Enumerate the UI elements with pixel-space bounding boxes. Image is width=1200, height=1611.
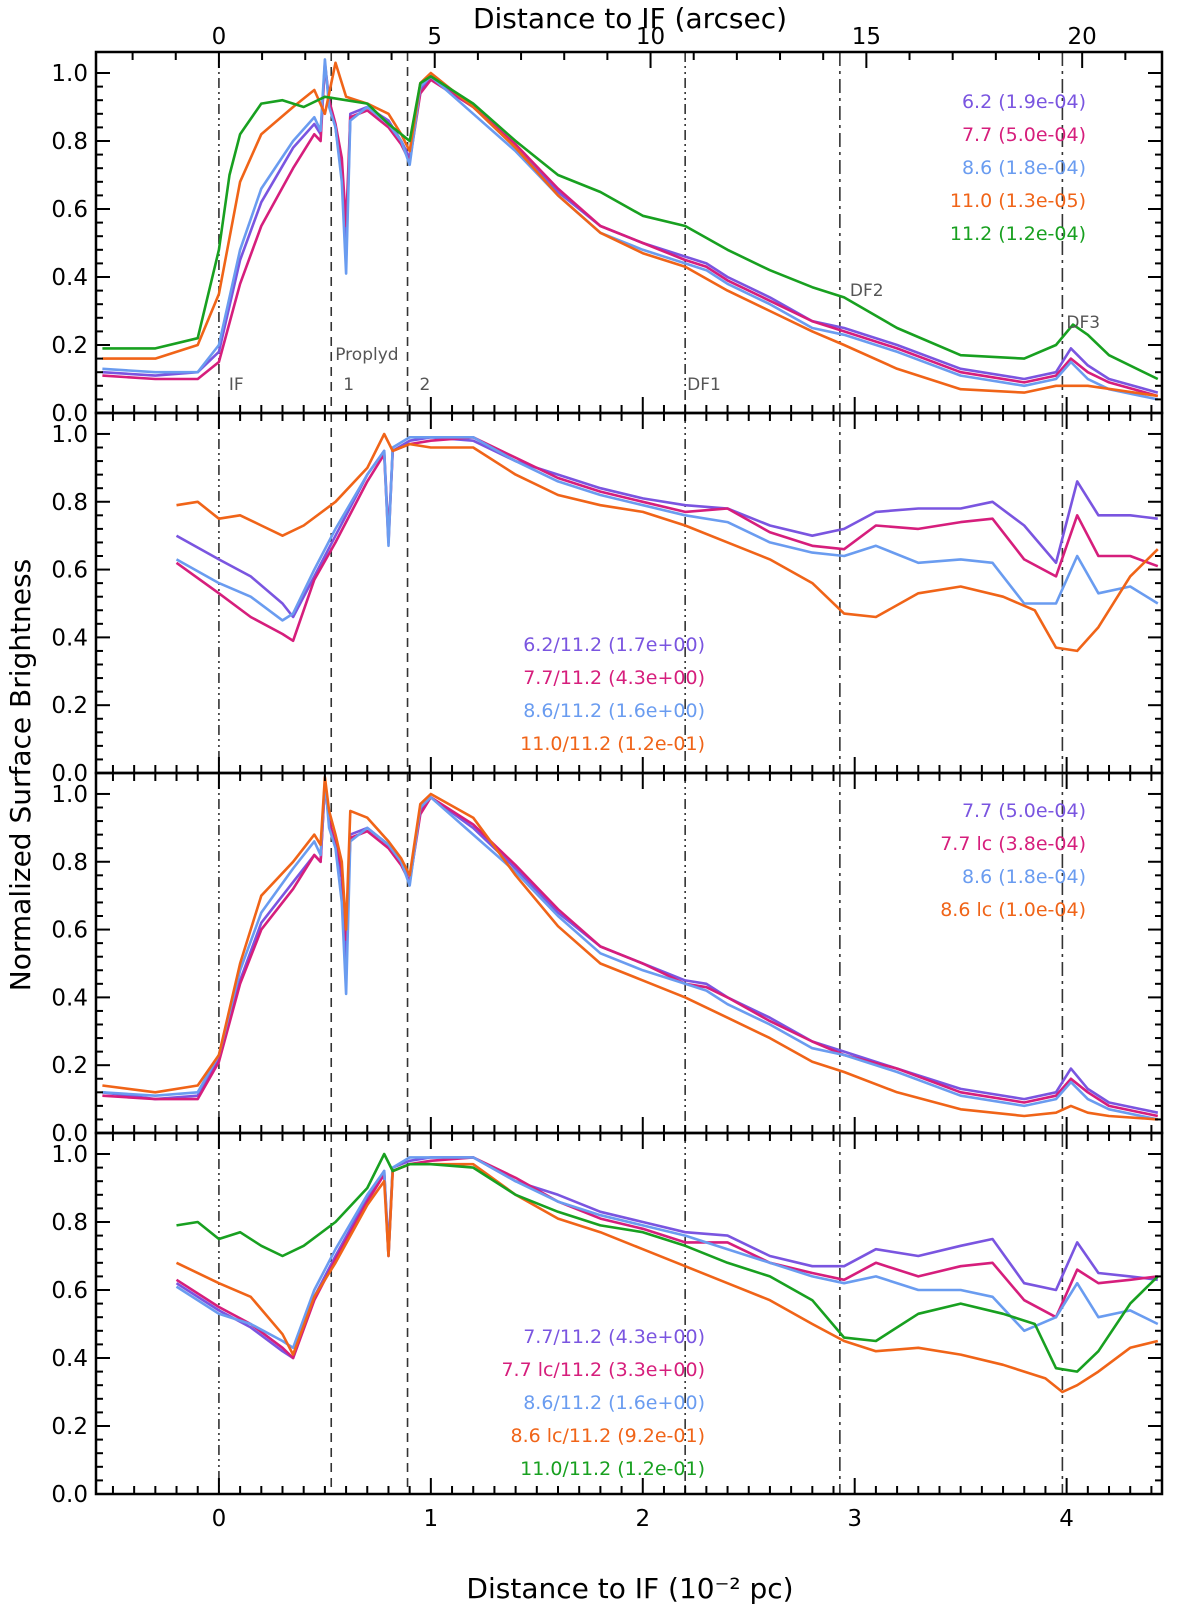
marker-label-2: 2 <box>420 375 431 395</box>
y-tick-label: 0.0 <box>51 1121 88 1147</box>
bottom-tick-label: 3 <box>847 1506 862 1532</box>
series-group <box>175 432 1159 653</box>
series-line-8-6 <box>102 58 1159 401</box>
bottom-tick-label: 2 <box>635 1506 650 1532</box>
legend-entry-8-6-lc: 8.6 lc (1.0e-04) <box>940 899 1086 921</box>
y-tick-label: 0.4 <box>51 1346 88 1372</box>
legend-entry-8-6: 8.6 (1.8e-04) <box>962 157 1086 179</box>
legend-entry-11-0-11-2: 11.0/11.2 (1.2e-01) <box>520 1458 705 1480</box>
marker-label-if: IF <box>229 375 244 395</box>
y-tick-label: 0.2 <box>51 1414 88 1440</box>
y-tick-label: 0.8 <box>51 850 88 876</box>
top-tick-label: 0 <box>212 24 227 50</box>
legend-entry-8-6-11-2: 8.6/11.2 (1.6e+00) <box>523 700 705 722</box>
series-line-7-7-11-2 <box>175 435 1159 643</box>
top-tick-label: 5 <box>427 24 442 50</box>
top-tick-label: 10 <box>636 24 665 50</box>
marker-label-df1: DF1 <box>687 375 721 395</box>
legend-entry-11-0-11-2: 11.0/11.2 (1.2e-01) <box>520 733 705 755</box>
y-tick-label: 0.4 <box>51 985 88 1011</box>
y-tick-label: 0.4 <box>51 265 88 291</box>
series-line-11-0 <box>102 61 1158 398</box>
y-tick-label: 0.6 <box>51 558 88 584</box>
legend-entry-7-7-lc-11-2: 7.7 lc/11.2 (3.3e+00) <box>501 1359 705 1381</box>
legend-entry-6-2: 6.2 (1.9e-04) <box>962 91 1086 113</box>
series-group <box>175 1152 1159 1394</box>
panel-frame <box>94 1131 1164 1496</box>
legend-entry-11-0: 11.0 (1.3e-05) <box>950 190 1086 212</box>
top-tick-label: 20 <box>1068 24 1097 50</box>
y-tick-label: 1.0 <box>51 1142 88 1168</box>
series-line-7-7-lc <box>102 782 1159 1118</box>
y-tick-label: 0.6 <box>51 1278 88 1304</box>
panel-1: 0.0 0.2 0.4 0.6 0.8 1.0 0 5 10 15 20 IF 1 Proplyd 2 DF1… <box>51 24 1164 427</box>
series-line-11-0-11-2 <box>176 432 1159 653</box>
series-line-8-6-11-2 <box>175 435 1159 622</box>
bottom-tick-label: 1 <box>424 1506 439 1532</box>
marker-label-1: 1 <box>343 375 354 395</box>
series-group <box>102 58 1159 401</box>
series-line-7-7 <box>102 61 1159 398</box>
bottom-axis-title: Distance to IF (10⁻² pc) <box>466 1572 793 1605</box>
y-tick-label: 0.4 <box>51 625 88 651</box>
y-tick-label: 0.2 <box>51 693 88 719</box>
legend-entry-7-7: 7.7 (5.0e-04) <box>962 124 1086 146</box>
series-line-6-2-11-2 <box>175 435 1158 619</box>
legend-entry-7-7-11-2: 7.7/11.2 (4.3e+00) <box>523 667 705 689</box>
y-tick-label: 0.6 <box>51 197 88 223</box>
series-line-8-6 <box>102 779 1159 1121</box>
bottom-tick-label: 4 <box>1059 1506 1074 1532</box>
legend-entry-6-2-11-2: 6.2/11.2 (1.7e+00) <box>523 634 705 656</box>
legend-entry-8-6: 8.6 (1.8e-04) <box>962 866 1086 888</box>
y-tick-label: 0.0 <box>51 1482 88 1508</box>
series-line-8-6-11-2 <box>175 1156 1159 1350</box>
y-tick-label: 0.2 <box>51 1053 88 1079</box>
marker-label-proplyd: Proplyd <box>335 345 398 365</box>
y-tick-label: 0.2 <box>51 333 88 359</box>
y-tick-label: 0.6 <box>51 918 88 944</box>
legend-entry-8-6-11-2: 8.6/11.2 (1.6e+00) <box>523 1392 705 1414</box>
series-line-11-0-11-2 <box>176 1152 1159 1373</box>
series-line-8-6-lc <box>102 775 1158 1121</box>
bottom-tick-label: 0 <box>212 1506 227 1532</box>
legend-entry-8-6-lc-11-2: 8.6 lc/11.2 (9.2e-01) <box>511 1425 706 1447</box>
y-tick-label: 0.8 <box>51 129 88 155</box>
panel-2: 0.0 0.2 0.4 0.6 0.8 1.0 6.2/11.2 (1.7e+00) 7.7/… <box>51 411 1164 787</box>
legend-entry-7-7: 7.7 (5.0e-04) <box>962 800 1086 822</box>
marker-label-df2: DF2 <box>850 281 884 301</box>
y-tick-label: 0.0 <box>51 401 88 427</box>
legend-entry-7-7-lc: 7.7 lc (3.8e-04) <box>940 833 1086 855</box>
marker-label-df3: DF3 <box>1066 313 1100 333</box>
y-tick-label: 0.8 <box>51 490 88 516</box>
y-axis-title: Normalized Surface Brightness <box>4 559 37 991</box>
legend-entry-7-7-11-2: 7.7/11.2 (4.3e+00) <box>523 1326 705 1348</box>
series-group <box>102 775 1159 1121</box>
series-line-11-2 <box>102 75 1159 381</box>
top-axis-title: Distance to IF (arcsec) <box>473 2 787 35</box>
y-tick-label: 1.0 <box>51 61 88 87</box>
y-tick-label: 0.8 <box>51 1210 88 1236</box>
panel-3: 0.0 0.2 0.4 0.6 0.8 1.0 7.7 (5.0e-04) 7.7 lc (3… <box>51 771 1164 1147</box>
series-line-8-6-lc-11-2 <box>175 1162 1159 1394</box>
panel-4: 0.0 0.2 0.4 0.6 0.8 1.0 0 1 2 3 4 7.7/11.2 (4.3e+00… <box>51 1131 1164 1532</box>
y-tick-label: 1.0 <box>51 422 88 448</box>
y-tick-label: 0.0 <box>51 761 88 787</box>
legend-entry-11-2: 11.2 (1.2e-04) <box>950 223 1086 245</box>
panel-frame <box>94 771 1164 1135</box>
top-tick-label: 15 <box>852 24 881 50</box>
y-tick-label: 1.0 <box>51 782 88 808</box>
